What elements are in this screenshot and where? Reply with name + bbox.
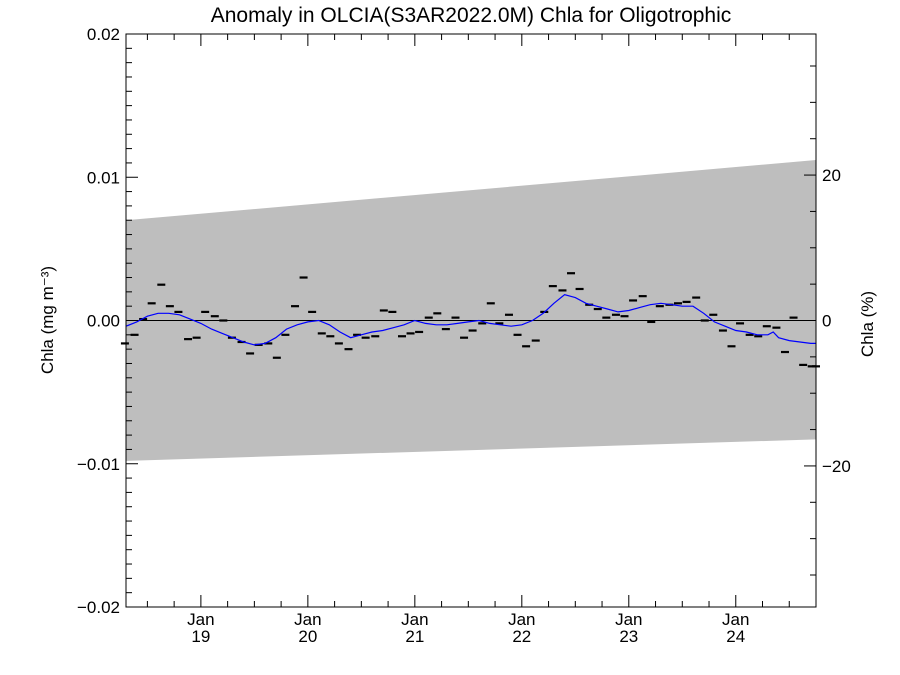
x-tick-year-label: 23 bbox=[619, 627, 638, 646]
y2-tick-label: 0 bbox=[822, 312, 831, 331]
uncertainty-band-layer bbox=[126, 160, 816, 461]
smoothed-line bbox=[125, 294, 816, 346]
axes-layer: 0.020.010.00−0.01−0.02200−20Jan19Jan20Ja… bbox=[77, 25, 851, 646]
x-tick-year-label: 19 bbox=[191, 627, 210, 646]
y-tick-label: −0.01 bbox=[77, 455, 120, 474]
y-tick-label: 0.02 bbox=[87, 25, 120, 44]
x-tick-year-label: 20 bbox=[298, 627, 317, 646]
y-tick-label: 0.00 bbox=[87, 312, 120, 331]
x-tick-month-label: Jan bbox=[615, 610, 642, 629]
x-tick-year-label: 24 bbox=[726, 627, 745, 646]
y2-tick-label: 20 bbox=[822, 166, 841, 185]
y-tick-label: −0.02 bbox=[77, 598, 120, 617]
y-axis-label: Chla (mg m⁻³) bbox=[38, 266, 57, 374]
x-tick-month-label: Jan bbox=[294, 610, 321, 629]
x-tick-year-label: 22 bbox=[512, 627, 531, 646]
x-tick-month-label: Jan bbox=[722, 610, 749, 629]
uncertainty-band bbox=[126, 160, 816, 461]
x-tick-month-label: Jan bbox=[401, 610, 428, 629]
x-tick-year-label: 21 bbox=[405, 627, 424, 646]
y2-axis-label: Chla (%) bbox=[858, 291, 877, 357]
chart-title: Anomaly in OLCIA(S3AR2022.0M) Chla for O… bbox=[211, 4, 732, 27]
x-tick-month-label: Jan bbox=[508, 610, 535, 629]
y2-tick-label: −20 bbox=[822, 457, 851, 476]
x-tick-month-label: Jan bbox=[187, 610, 214, 629]
y-tick-label: 0.01 bbox=[87, 168, 120, 187]
series-layer bbox=[120, 272, 820, 368]
